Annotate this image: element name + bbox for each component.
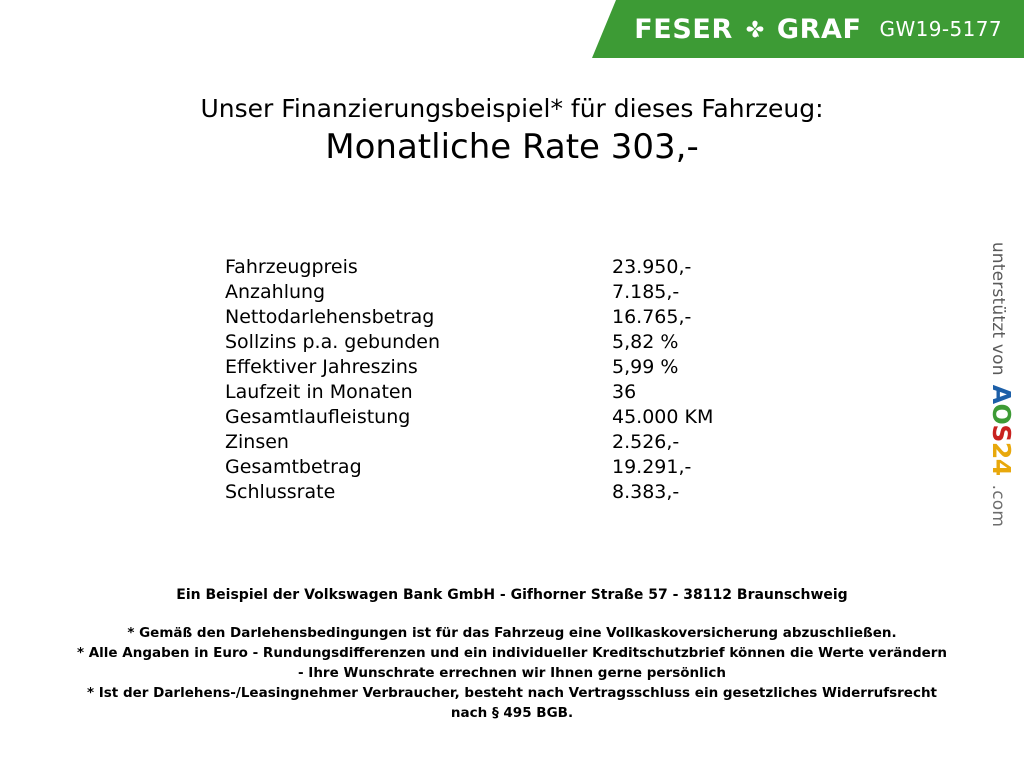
table-row: Sollzins p.a. gebunden 5,82 % [225, 330, 745, 355]
finance-label: Zinsen [225, 431, 289, 453]
table-row: Effektiver Jahreszins 5,99 % [225, 355, 745, 380]
finance-value: 19.291,- [612, 456, 692, 478]
aos24-logo-letter: O [987, 403, 1017, 424]
brand-name-feser: FESER [634, 13, 733, 45]
finance-value: 36 [612, 381, 637, 403]
page-title: Unser Finanzierungsbeispiel* für dieses … [200, 94, 824, 123]
aos24-logo-letter: A [987, 384, 1017, 404]
brand-logo-lockup: FESER GRAF GW19-5177 [634, 16, 1002, 43]
aos24-logo: AOS24 [988, 384, 1017, 475]
table-row: Anzahlung 7.185,- [225, 280, 745, 305]
disclaimer-line: nach § 495 BGB. [450, 705, 574, 721]
aos24-logo-letter: S [987, 423, 1017, 442]
finance-value: 5,99 % [612, 356, 679, 378]
table-row: Nettodarlehensbetrag 16.765,- [225, 305, 745, 330]
disclaimer-line: * Alle Angaben in Euro - Rundungsdiffere… [76, 645, 948, 661]
headline-block: Unser Finanzierungsbeispiel* für dieses … [0, 93, 1024, 169]
brand-name-graf: GRAF [776, 13, 862, 45]
table-row: Zinsen 2.526,- [225, 430, 745, 455]
finance-value: 5,82 % [612, 331, 679, 353]
vehicle-id-label: GW19-5177 [879, 17, 1002, 41]
table-row: Gesamtbetrag 19.291,- [225, 455, 745, 480]
finance-value: 23.950,- [612, 256, 692, 278]
finance-label: Laufzeit in Monaten [225, 381, 413, 403]
finance-label: Fahrzeugpreis [225, 256, 358, 278]
finance-table-body: Fahrzeugpreis 23.950,- Anzahlung 7.185,- Net… [225, 255, 745, 505]
finance-label: Effektiver Jahreszins [225, 356, 418, 378]
finance-label: Gesamtlaufleistung [225, 406, 411, 428]
clover-icon [746, 20, 764, 38]
table-row: Gesamtlaufleistung 45.000 KM [225, 405, 745, 430]
finance-label: Anzahlung [225, 281, 326, 303]
table-row: Fahrzeugpreis 23.950,- [225, 255, 745, 280]
support-sidebar-rotated-content: unterstützt von AOS24 .com [988, 241, 1017, 526]
disclaimer-line: * Ist der Darlehens-/Leasingnehmer Verbr… [86, 685, 938, 701]
finance-label: Gesamtbetrag [225, 456, 362, 478]
table-row: Laufzeit in Monaten 36 [225, 380, 745, 405]
finance-label: Schlussrate [225, 481, 336, 503]
finance-value: 45.000 KM [612, 406, 714, 428]
aos24-logo-letter: 2 [987, 441, 1017, 459]
table-row: Schlussrate 8.383,- [225, 480, 745, 505]
finance-value: 7.185,- [612, 281, 680, 303]
aos24-domain-label: .com [988, 484, 1009, 527]
disclaimer-line: - Ihre Wunschrate errechnen wir Ihnen ge… [298, 665, 726, 681]
finance-details-table: Fahrzeugpreis 23.950,- Anzahlung 7.185,- Net… [225, 255, 745, 505]
finance-label: Sollzins p.a. gebunden [225, 331, 440, 353]
disclaimer-block: * Gemäß den Darlehensbedingungen ist für… [0, 623, 1024, 723]
finance-value: 2.526,- [612, 431, 680, 453]
aos24-logo-letter: 4 [987, 458, 1017, 476]
support-sidebar: unterstützt von AOS24 .com [980, 0, 1024, 768]
disclaimer-line: * Gemäß den Darlehensbedingungen ist für… [127, 625, 897, 641]
finance-value: 8.383,- [612, 481, 680, 503]
supported-by-label: unterstützt von [988, 241, 1009, 376]
finance-value: 16.765,- [612, 306, 692, 328]
monthly-rate-title: Monatliche Rate 303,- [325, 127, 699, 167]
brand-header-bar: FESER GRAF GW19-5177 [592, 0, 1024, 58]
finance-label: Nettodarlehensbetrag [225, 306, 435, 328]
bank-info-line: Ein Beispiel der Volkswagen Bank GmbH - … [176, 587, 848, 603]
